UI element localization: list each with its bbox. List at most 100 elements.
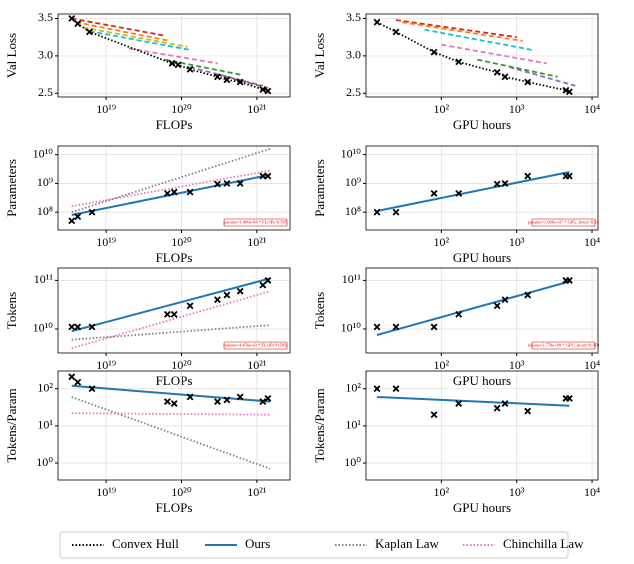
- y-tick-label: 3.5: [38, 10, 53, 24]
- marker: [85, 28, 93, 36]
- x-tick-label: 10²¹: [247, 102, 267, 116]
- marker: [170, 188, 178, 196]
- x-tick-label: 10²: [434, 358, 450, 372]
- y-axis-label: Parameters: [312, 159, 327, 217]
- series-line: [71, 412, 271, 416]
- marker: [163, 398, 171, 406]
- x-tick-label: 10¹⁹: [96, 102, 116, 116]
- marker: [223, 76, 231, 84]
- x-tick-label: 10⁴: [584, 102, 600, 116]
- marker: [214, 398, 221, 406]
- legend-label: Convex Hull: [112, 536, 179, 551]
- series-line: [71, 396, 271, 470]
- series-line: [477, 58, 558, 78]
- panel: 10² 10³ 10⁴ 10⁸ 10⁹ 10¹⁰ params=1.906e+07 * GP…: [312, 145, 600, 265]
- series-line: [164, 58, 241, 76]
- x-tick-label: 10²: [434, 102, 450, 116]
- y-axis-label: Tokens: [4, 292, 19, 329]
- y-axis-label: Tokens/Param: [312, 388, 327, 462]
- x-axis-label: GPU hours: [453, 250, 511, 265]
- marker: [455, 400, 463, 407]
- marker: [174, 61, 182, 69]
- panel: 10¹⁹ 10²⁰ 10²¹ 2.5 3.0 3.5 FLOPs Val Loss: [4, 10, 291, 132]
- marker: [236, 78, 244, 86]
- y-tick-label: 3.0: [38, 48, 53, 62]
- marker: [223, 179, 231, 187]
- marker: [170, 400, 178, 407]
- y-tick-label: 10²: [345, 380, 361, 394]
- marker: [168, 59, 176, 67]
- series-line: [71, 277, 271, 333]
- x-tick-label: 10¹⁹: [96, 485, 116, 499]
- panel: 10¹⁹ 10²⁰ 10²¹ 10⁰ 10¹ 10² FLOPs Tokens/Param: [4, 370, 291, 515]
- marker: [565, 394, 573, 402]
- marker: [259, 86, 267, 93]
- marker: [74, 323, 82, 331]
- marker: [236, 393, 244, 401]
- series-line: [71, 173, 271, 216]
- marker: [524, 172, 532, 180]
- marker: [88, 385, 96, 393]
- x-axis-label: GPU hours: [453, 373, 511, 388]
- marker: [223, 291, 231, 299]
- marker: [68, 323, 76, 331]
- x-tick-label: 10⁴: [584, 485, 600, 499]
- series-line: [71, 384, 271, 403]
- marker: [264, 276, 272, 284]
- marker: [392, 385, 400, 393]
- y-axis-label: Val Loss: [4, 33, 19, 78]
- series-line: [189, 66, 264, 87]
- series-line: [376, 280, 570, 336]
- series-line: [376, 171, 570, 212]
- marker: [186, 188, 194, 196]
- marker: [170, 310, 178, 318]
- y-tick-label: 10¹⁰: [341, 321, 362, 335]
- frame: [57, 13, 291, 98]
- marker: [565, 172, 573, 180]
- x-tick-label: 10¹⁹: [96, 358, 116, 372]
- y-axis-label: Val Loss: [312, 33, 327, 78]
- marker: [524, 78, 532, 86]
- x-axis-label: FLOPs: [156, 117, 193, 132]
- marker: [223, 396, 231, 404]
- marker: [214, 296, 221, 304]
- marker: [264, 172, 272, 180]
- frame: [365, 267, 599, 354]
- marker: [68, 373, 76, 381]
- annotation-box: [531, 341, 596, 350]
- marker: [455, 310, 463, 318]
- marker: [493, 68, 501, 76]
- marker: [392, 208, 400, 216]
- y-axis-label: Tokens/Param: [4, 388, 19, 462]
- x-tick-label: 10²¹: [247, 485, 267, 499]
- marker: [430, 48, 438, 56]
- series-line: [83, 26, 188, 48]
- marker: [493, 404, 501, 412]
- frame: [57, 145, 291, 231]
- y-tick-label: 10¹: [37, 418, 53, 432]
- marker: [392, 323, 400, 331]
- marker: [236, 179, 244, 187]
- y-tick-label: 10¹⁰: [33, 146, 54, 160]
- marker: [236, 287, 244, 295]
- y-tick-label: 10⁹: [37, 175, 53, 189]
- y-tick-label: 10⁸: [345, 204, 361, 218]
- series-line: [71, 290, 271, 350]
- y-tick-label: 2.5: [38, 85, 53, 99]
- marker: [430, 189, 438, 197]
- annotation: tokens=4.456e-03 * FLOPs^0.593: [225, 343, 288, 348]
- y-tick-label: 3.0: [346, 48, 361, 62]
- x-tick-label: 10¹⁹: [96, 235, 116, 249]
- x-tick-label: 10⁴: [584, 235, 600, 249]
- marker: [373, 323, 381, 331]
- series-line: [71, 324, 271, 341]
- marker: [186, 65, 194, 73]
- annotation-box: [531, 218, 596, 227]
- annotation-box: [223, 341, 288, 350]
- y-tick-label: 10⁰: [36, 455, 53, 469]
- marker: [430, 411, 438, 419]
- marker: [392, 28, 400, 36]
- marker: [74, 213, 82, 221]
